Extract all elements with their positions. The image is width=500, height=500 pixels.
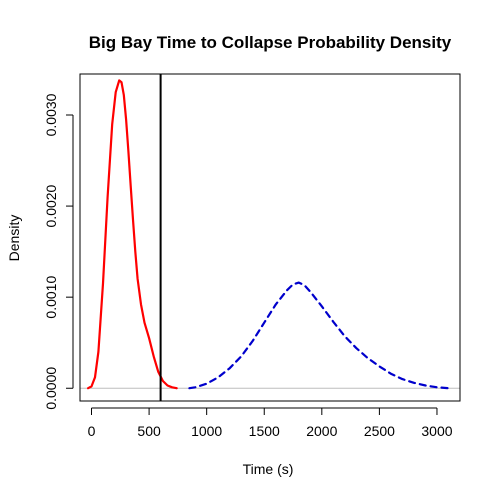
y-tick-label: 0.0020 (43, 184, 59, 227)
x-tick-label: 3000 (421, 423, 452, 439)
x-tick-label: 1500 (249, 423, 280, 439)
plot-frame (79, 73, 461, 402)
y-tick-label: 0.0030 (43, 93, 59, 136)
series-line-1 (86, 79, 178, 390)
y-tick-label: 0.0010 (43, 276, 59, 319)
y-axis-label: Density (6, 215, 22, 262)
x-tick-label: 2500 (364, 423, 395, 439)
x-tick-label: 1000 (191, 423, 222, 439)
x-tick-label: 0 (88, 423, 96, 439)
y-tick-label: 0.0000 (43, 367, 59, 410)
plot-area (80, 74, 460, 401)
x-tick-label: 500 (137, 423, 161, 439)
chart-title: Big Bay Time to Collapse Probability Den… (89, 33, 452, 52)
x-axis-label: Time (s) (243, 461, 294, 477)
series-line-2 (188, 281, 450, 390)
x-axis: 0 500 1000 1500 2000 2500 3000 (88, 407, 453, 439)
x-tick-label: 2000 (306, 423, 337, 439)
y-axis: 0.0000 0.0010 0.0020 0.0030 (43, 93, 74, 410)
